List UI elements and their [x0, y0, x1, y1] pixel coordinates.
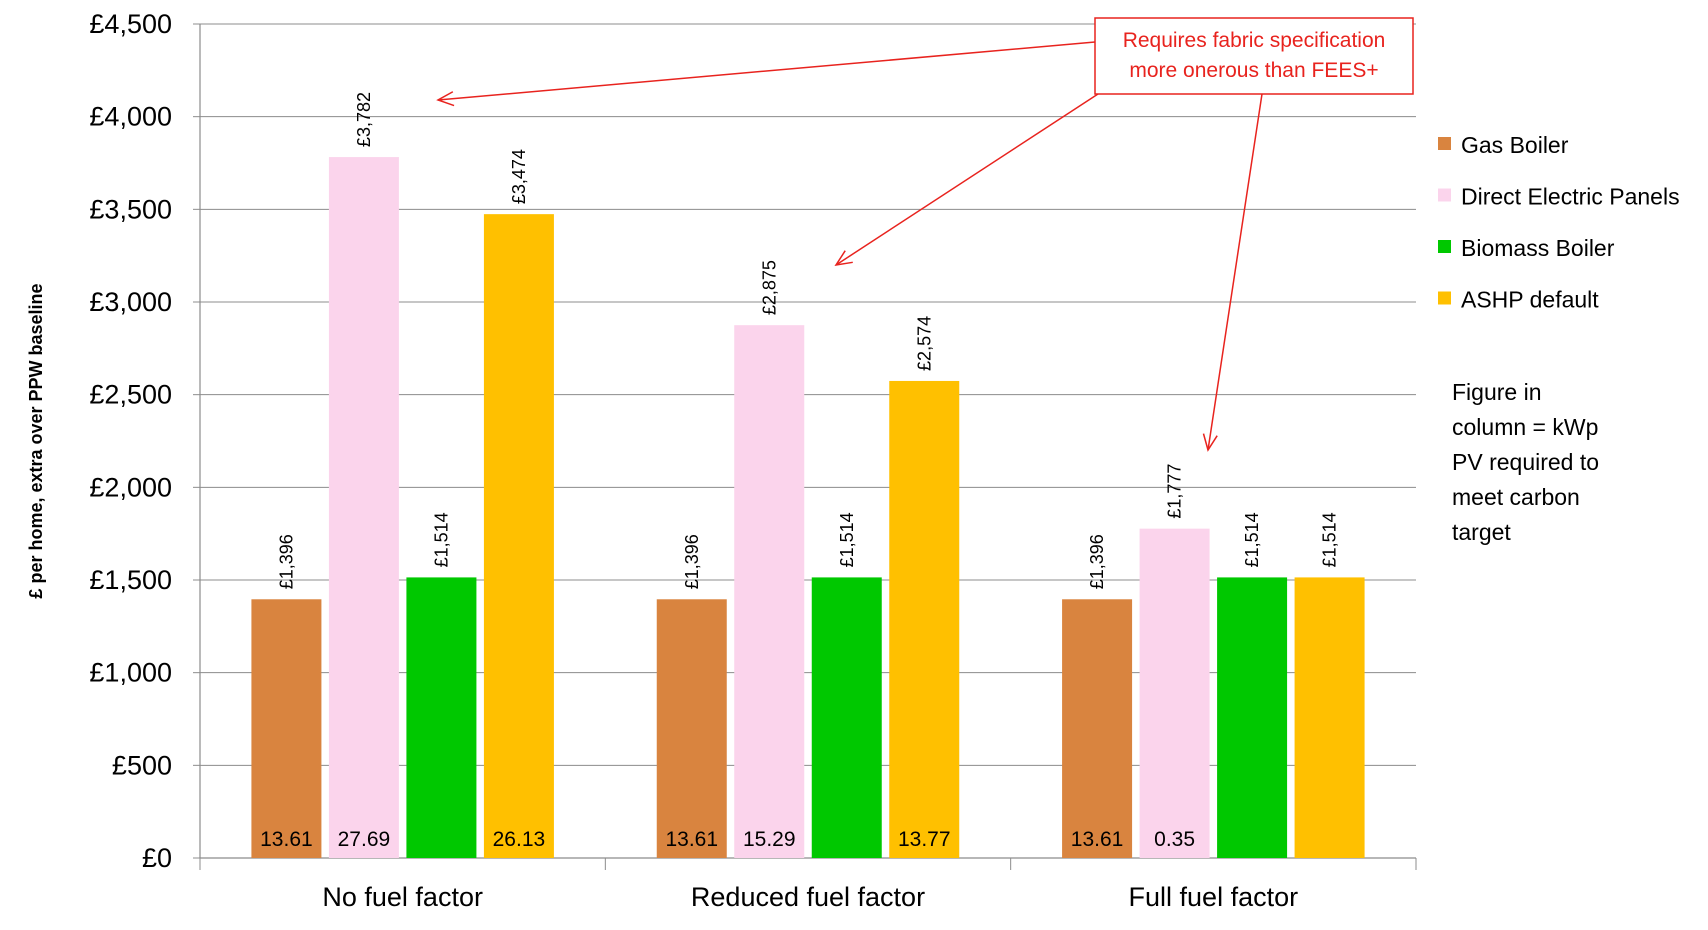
bar-inner-label: 0.35: [1154, 828, 1195, 851]
bar: [1294, 577, 1365, 858]
bar: [328, 157, 399, 858]
legend-swatch: [1438, 188, 1451, 202]
bar-value-label: £1,514: [1320, 512, 1340, 567]
y-axis-title: £ per home, extra over PPW baseline: [26, 283, 46, 598]
note-text-line: target: [1452, 519, 1511, 545]
y-tick-label: £4,500: [89, 9, 172, 39]
bar-value-label: £1,514: [837, 512, 857, 567]
callout-arrow-head: [436, 91, 455, 107]
bar: [406, 577, 477, 858]
bar-inner-label: 26.13: [493, 828, 546, 851]
note-text-line: meet carbon: [1452, 484, 1580, 510]
bar-inner-label: 13.61: [665, 828, 718, 851]
legend-swatch: [1438, 137, 1451, 150]
note-text-line: Figure in: [1452, 379, 1541, 405]
y-tick-label: £4,000: [89, 102, 172, 132]
bar: [889, 380, 960, 858]
callout-arrow-line: [1207, 93, 1263, 451]
bar: [251, 599, 322, 858]
bar-value-label: £1,396: [682, 534, 702, 589]
callout-arrow-head: [1202, 433, 1218, 452]
bar-value-label: £1,514: [1242, 512, 1262, 567]
y-tick-label: £0: [142, 843, 172, 873]
callout-text-line: more onerous than FEES+: [1129, 59, 1378, 82]
bar-value-label: £1,396: [276, 534, 296, 589]
legend-label: Direct Electric Panels: [1461, 184, 1680, 210]
note-text-line: PV required to: [1452, 449, 1599, 475]
bar-value-label: £1,514: [431, 512, 451, 567]
bar: [656, 599, 727, 858]
bar: [483, 214, 554, 859]
bar-value-label: £1,396: [1087, 534, 1107, 589]
bar: [1139, 528, 1210, 858]
y-tick-label: £1,500: [89, 565, 172, 595]
bar: [734, 325, 805, 859]
bar-value-label: £3,782: [354, 92, 374, 147]
bar: [1217, 577, 1288, 858]
note-text-line: column = kWp: [1452, 414, 1598, 440]
x-category-label: Full fuel factor: [1129, 882, 1299, 912]
legend-label: ASHP default: [1461, 287, 1599, 313]
y-tick-label: £2,000: [89, 472, 172, 502]
callout-box: [1094, 17, 1414, 95]
bar-value-label: £2,875: [759, 260, 779, 315]
y-tick-label: £3,000: [89, 287, 172, 317]
y-tick-label: £2,500: [89, 380, 172, 410]
callout-text-line: Requires fabric specification: [1123, 29, 1386, 52]
bar-inner-label: 15.29: [743, 828, 796, 851]
legend-swatch: [1438, 240, 1451, 253]
y-tick-label: £3,500: [89, 194, 172, 224]
legend-swatch: [1438, 291, 1451, 305]
callout-arrow-line: [437, 41, 1096, 101]
legend-label: Gas Boiler: [1461, 132, 1569, 158]
bar-inner-label: 27.69: [338, 828, 391, 851]
legend-label: Biomass Boiler: [1461, 235, 1615, 261]
bar-value-label: £2,574: [914, 316, 934, 371]
bar: [811, 577, 882, 858]
y-tick-label: £1,000: [89, 658, 172, 688]
bar: [1062, 599, 1133, 858]
bar-inner-label: 13.61: [260, 828, 313, 851]
bar-inner-label: 13.77: [898, 828, 951, 851]
x-category-label: No fuel factor: [322, 882, 483, 912]
x-category-label: Reduced fuel factor: [691, 882, 925, 912]
y-tick-label: £500: [112, 750, 172, 780]
callout-arrow-line: [835, 93, 1099, 266]
bar-value-label: £1,777: [1165, 464, 1185, 519]
bar-value-label: £3,474: [509, 149, 529, 204]
bar-inner-label: 13.61: [1071, 828, 1124, 851]
callout-arrow-head: [834, 250, 853, 267]
